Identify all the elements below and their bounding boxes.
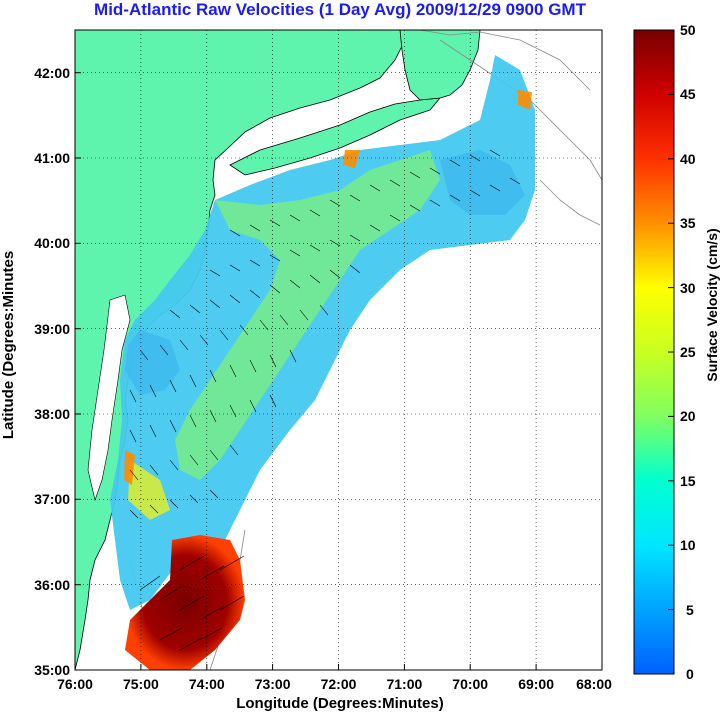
long-island: [229, 97, 441, 176]
velocity-field-orange: [124, 450, 135, 485]
x-tick-label: 74:00: [189, 676, 225, 692]
colorbar-tick-label: 10: [680, 537, 696, 553]
map-grid: [75, 30, 602, 670]
x-tick-label: 69:00: [518, 676, 554, 692]
velocity-field-green: [175, 150, 440, 480]
chart-title: Mid-Atlantic Raw Velocities (1 Day Avg) …: [94, 0, 586, 19]
velocity-field-cyan: [440, 150, 525, 215]
colorbar-tick-label: 45: [680, 86, 696, 102]
x-tick-label: 68:00: [576, 676, 612, 692]
colorbar-tick-label: 20: [680, 408, 696, 424]
colorbar-label: Surface Velocity (cm/s): [704, 228, 720, 381]
x-tick-label: 75:00: [123, 676, 159, 692]
velocity-vectors: [129, 149, 521, 651]
y-tick-label: 38:00: [34, 406, 70, 422]
y-tick-label: 37:00: [34, 491, 70, 507]
colorbar-tick-label: 15: [680, 473, 696, 489]
axis-ticks: [74, 72, 603, 671]
y-tick-label: 36:00: [34, 577, 70, 593]
x-tick-label: 71:00: [386, 676, 422, 692]
colorbar-tick-label: 30: [680, 280, 696, 296]
velocity-field-yellow: [128, 460, 170, 520]
velocity-field-orange: [343, 150, 360, 168]
colorbar-tick-label: 40: [680, 151, 696, 167]
bathymetry-contour: [419, 30, 591, 91]
colorbar-tick-label: 50: [680, 22, 696, 38]
y-tick-label: 40:00: [34, 235, 70, 251]
colorbar-tick-label: 0: [686, 666, 694, 682]
x-axis-label: Longitude (Degrees:Minutes): [236, 695, 444, 712]
x-tick-label: 70:00: [452, 676, 488, 692]
colorbar-tick-label: 25: [680, 344, 696, 360]
chesapeake-bay: [87, 294, 131, 502]
y-tick-label: 35:00: [34, 662, 70, 678]
colorbar-tick-label: 5: [686, 602, 694, 618]
x-tick-label: 72:00: [321, 676, 357, 692]
y-axis-label: Latitude (Degrees:Minutes: [0, 251, 17, 439]
velocity-field-orange: [518, 90, 532, 110]
y-tick-label: 42:00: [34, 65, 70, 81]
y-tick-label: 39:00: [34, 321, 70, 337]
colorbar-ticks: [668, 29, 674, 675]
bathymetry-contour: [539, 179, 601, 226]
x-tick-label: 76:00: [57, 676, 93, 692]
colorbar: [633, 29, 675, 675]
velocity-field-cyan: [125, 330, 180, 395]
velocity-field-hot: [125, 535, 245, 670]
colorbar-tick-label: 35: [680, 215, 696, 231]
x-tick-label: 73:00: [255, 676, 291, 692]
y-tick-label: 41:00: [34, 150, 70, 166]
